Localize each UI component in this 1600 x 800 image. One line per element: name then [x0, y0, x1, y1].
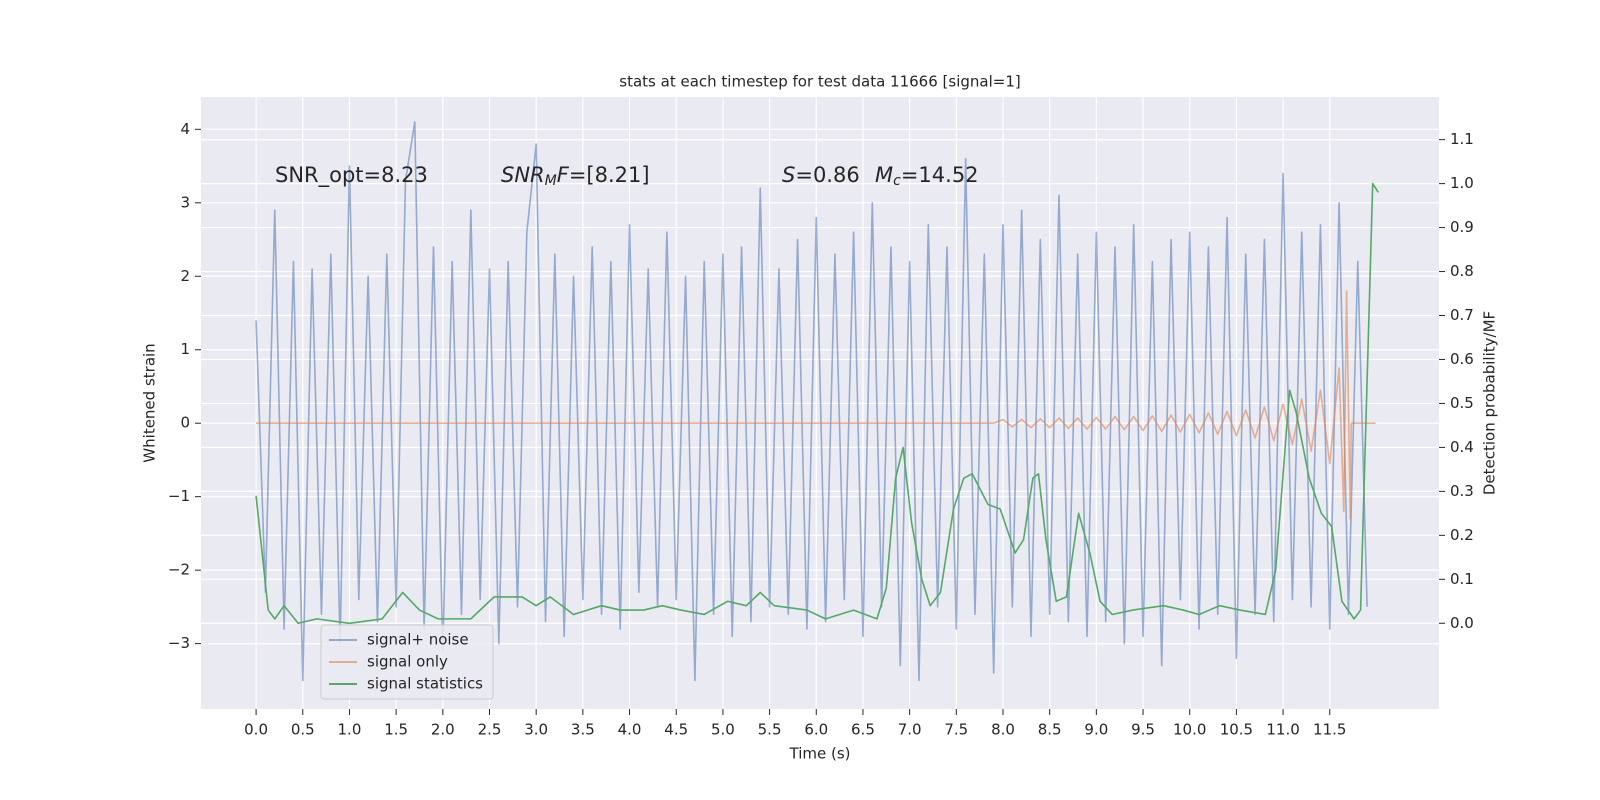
legend-label: signal statistics	[367, 675, 483, 693]
y2-tick-label: 0.3	[1450, 482, 1474, 500]
y2-tick-label: 0.1	[1450, 570, 1474, 588]
x-tick-label: 7.0	[898, 721, 922, 739]
y2-tick-label: 0.9	[1450, 218, 1474, 236]
legend-label: signal+ noise	[367, 631, 469, 649]
legend-box	[320, 624, 494, 700]
y-tick-label: 4	[180, 120, 190, 138]
annotation-part: F	[557, 163, 570, 187]
y2-tick-label: 1.0	[1450, 174, 1474, 192]
y2-tick-label: 0.4	[1450, 438, 1474, 456]
x-tick-label: 7.5	[944, 721, 968, 739]
annotation-part: =0.86	[795, 163, 859, 187]
annotation-part: SNR	[501, 163, 545, 187]
y2-axis-label: Detection probability/MF	[1481, 311, 1499, 495]
annotation-part: M	[545, 173, 557, 189]
x-tick-label: 8.0	[991, 721, 1015, 739]
y-tick-label: 2	[180, 267, 190, 285]
annotation-part: SNR_opt=8.23	[275, 163, 428, 188]
y2-tick-label: 1.1	[1450, 130, 1474, 148]
marks	[255, 121, 1379, 682]
y-tick-label: 3	[180, 193, 190, 211]
legend: signal+ noise signal only signal statistic…	[320, 624, 494, 700]
y-axis-label: Whitened strain	[141, 343, 159, 462]
x-tick-label: 0.5	[291, 721, 315, 739]
annotation: Mc=14.52	[875, 163, 979, 189]
x-tick-label: 11.5	[1313, 721, 1346, 739]
x-tick-label: 8.5	[1038, 721, 1062, 739]
series-line	[255, 182, 1379, 625]
x-tick-label: 5.5	[758, 721, 782, 739]
y-tick-label: −2	[168, 561, 190, 579]
x-tick-label: 1.0	[338, 721, 362, 739]
annotation-part: =[8.21]	[569, 163, 650, 187]
x-tick-label: 1.5	[384, 721, 408, 739]
annotation-part: S	[782, 163, 795, 187]
x-tick-label: 10.5	[1220, 721, 1253, 739]
y2-tick-label: 0.6	[1450, 350, 1474, 368]
x-tick-label: 2.5	[478, 721, 502, 739]
y-tick-label: 1	[180, 340, 190, 358]
x-tick-label: 5.0	[711, 721, 735, 739]
x-tick-label: 0.0	[244, 721, 268, 739]
x-tick-label: 4.5	[664, 721, 688, 739]
annotation-part: =14.52	[901, 163, 979, 187]
legend-label: signal only	[367, 653, 448, 671]
x-tick-label: 9.0	[1084, 721, 1108, 739]
x-tick-label: 4.0	[618, 721, 642, 739]
y2-tick-label: 0.8	[1450, 262, 1474, 280]
y2-tick-label: 0.7	[1450, 306, 1474, 324]
x-tick-label: 2.0	[431, 721, 455, 739]
annotation: S=0.86	[782, 163, 860, 187]
x-axis-label: Time (s)	[789, 745, 851, 763]
y2-tick-label: 0.0	[1450, 614, 1474, 632]
y-tick-label: −3	[168, 634, 190, 652]
annotation-part: c	[893, 173, 901, 189]
x-tick-label: 3.0	[524, 721, 548, 739]
x-tick-label: 6.5	[851, 721, 875, 739]
series-line	[256, 290, 1376, 520]
x-tick-label: 9.5	[1131, 721, 1155, 739]
annotation: SNR_opt=8.23	[275, 163, 428, 188]
x-tick-label: 10.0	[1173, 721, 1206, 739]
y-tick-label: −1	[168, 487, 190, 505]
chart-title: stats at each timestep for test data 116…	[619, 73, 1020, 91]
annotation-part: M	[875, 163, 893, 187]
annotation: SNRMF=[8.21]	[501, 163, 650, 189]
x-tick-label: 3.5	[571, 721, 595, 739]
x-tick-label: 11.0	[1266, 721, 1299, 739]
y2-tick-label: 0.5	[1450, 394, 1474, 412]
axes: 0.0 0.5 1.0 1.5 2.0 2.5 3.0 3.5 4.0 4.5 5.0 5.5 6.0 6…	[168, 120, 1474, 739]
y-tick-label: 0	[180, 414, 190, 432]
y2-tick-label: 0.2	[1450, 526, 1474, 544]
x-tick-label: 6.0	[804, 721, 828, 739]
